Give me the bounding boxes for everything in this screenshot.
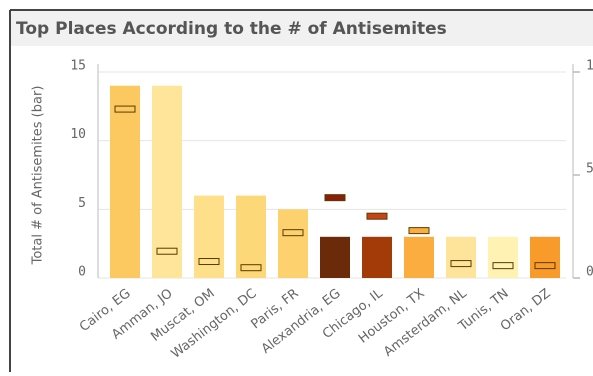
chart-title: Top Places According to the # of Antisem… <box>16 19 447 39</box>
y-tick-label: 0 <box>78 265 86 280</box>
y-tick-label: 15 <box>70 59 86 74</box>
y-tick-label: 5 <box>78 196 86 211</box>
y2-tick-label: 0 <box>586 265 593 280</box>
bar <box>488 236 518 278</box>
marker <box>282 229 304 237</box>
marker <box>534 262 556 270</box>
marker <box>240 264 262 272</box>
y2-tick-label: 5 <box>586 162 593 177</box>
marker <box>450 260 472 268</box>
bar <box>278 209 308 278</box>
marker <box>366 212 388 220</box>
bar <box>362 236 392 278</box>
marker <box>408 227 430 235</box>
marker <box>114 105 136 113</box>
bar <box>530 236 560 278</box>
marker <box>156 247 178 255</box>
marker <box>324 194 346 202</box>
y-axis-title: Total # of Antisemites (bar) <box>31 86 46 266</box>
y2-tick-label: 10 <box>586 59 593 74</box>
bar <box>320 236 350 278</box>
bar <box>110 85 140 278</box>
bar <box>404 236 434 278</box>
bar <box>446 236 476 278</box>
marker <box>198 258 220 266</box>
bar <box>152 85 182 278</box>
title-bar <box>10 10 593 46</box>
y-tick-label: 10 <box>70 127 86 142</box>
marker <box>492 262 514 270</box>
bar <box>194 195 224 278</box>
